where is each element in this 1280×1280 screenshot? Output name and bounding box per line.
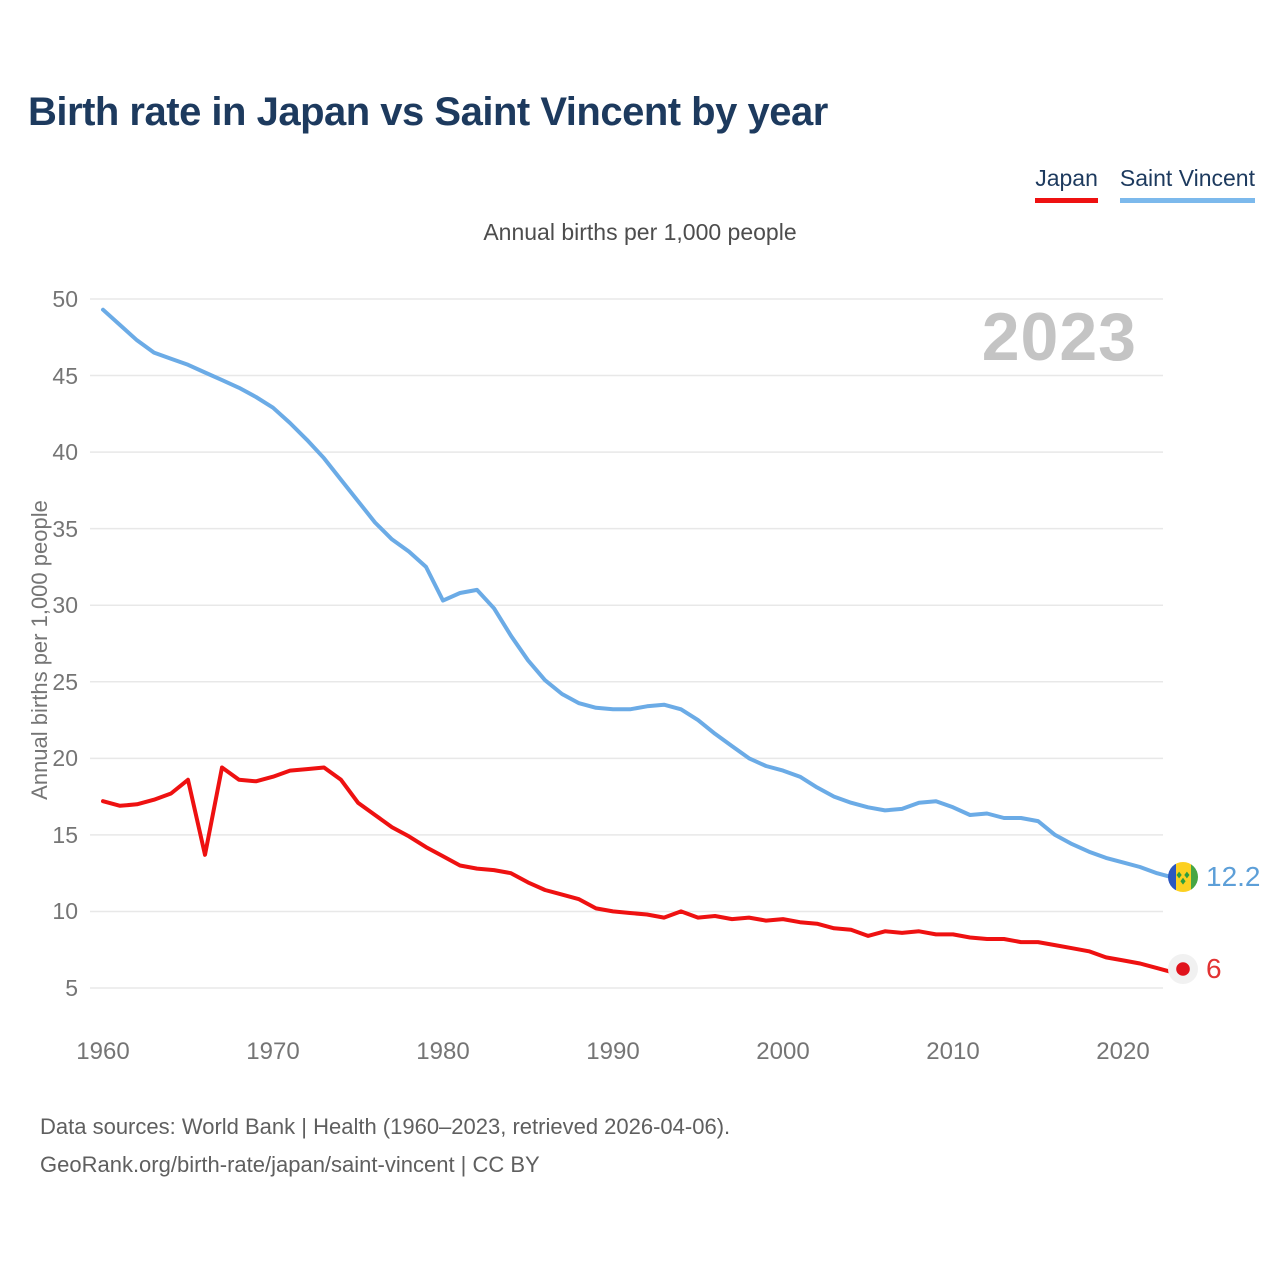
- x-tick-label: 1980: [416, 1038, 470, 1065]
- chart-footer: Data sources: World Bank | Health (1960–…: [40, 1108, 1140, 1184]
- chart-subtitle: Annual births per 1,000 people: [483, 219, 797, 245]
- page-title: Birth rate in Japan vs Saint Vincent by …: [28, 90, 828, 134]
- x-tick-label: 1960: [76, 1038, 130, 1065]
- series-line-saint-vincent: [101, 307, 1176, 880]
- y-tick-label: 5: [65, 974, 78, 1001]
- x-tick-label: 1970: [246, 1038, 300, 1065]
- y-tick-label: 30: [52, 592, 78, 619]
- data-source-note: Data sources: World Bank | Health (1960–…: [40, 1114, 731, 1139]
- legend-item-japan[interactable]: Japan: [1035, 165, 1098, 203]
- attribution-note: GeoRank.org/birth-rate/japan/saint-vince…: [40, 1152, 540, 1177]
- legend-item-saint-vincent[interactable]: Saint Vincent: [1119, 165, 1255, 203]
- y-tick-label: 45: [52, 362, 78, 389]
- data-lines: [101, 307, 1176, 975]
- japan-end-value: 6: [1206, 953, 1222, 984]
- series-line-japan: [101, 765, 1176, 975]
- y-tick-label: 10: [52, 898, 78, 925]
- end-markers: [1168, 862, 1198, 984]
- saint-vincent-end-value: 12.2: [1206, 861, 1261, 892]
- y-tick-label: 50: [52, 286, 78, 312]
- gridlines: [90, 298, 1163, 989]
- x-tick-label: 2020: [1096, 1038, 1150, 1065]
- saint-vincent-flag-icon: [1168, 862, 1198, 892]
- y-tick-label: 25: [52, 668, 78, 695]
- japan-flag-icon: [1168, 954, 1198, 984]
- y-tick-label: 40: [52, 439, 78, 466]
- y-tick-label: 15: [52, 821, 78, 848]
- x-tick-label: 1990: [586, 1038, 640, 1065]
- y-tick-label: 35: [52, 515, 78, 542]
- watermark-year: 2023: [981, 299, 1137, 375]
- x-tick-label: 2000: [756, 1038, 810, 1065]
- legend: Japan Saint Vincent: [1035, 165, 1255, 203]
- x-tick-label: 2010: [926, 1038, 980, 1065]
- y-axis-title: Annual births per 1,000 people: [27, 500, 52, 800]
- y-tick-label: 20: [52, 745, 78, 772]
